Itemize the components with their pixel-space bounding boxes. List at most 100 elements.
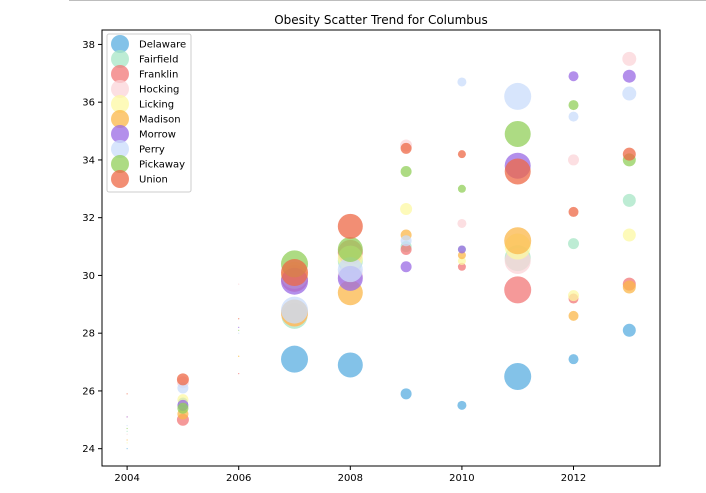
bubble-fairfield-2012 (568, 238, 580, 250)
bubble-hocking-2010 (457, 218, 467, 228)
bubble-hocking-2012 (568, 154, 580, 166)
bubble-franklin-2009 (400, 243, 412, 255)
legend-label-morrow: Morrow (139, 130, 176, 141)
bubble-pickaway-2005 (177, 402, 189, 414)
legend-marker-perry (111, 140, 129, 158)
bubble-pickaway-2004 (126, 427, 128, 430)
y-tick-label: 28 (82, 329, 95, 340)
bubble-madison-2010 (457, 251, 466, 260)
bubble-licking-2010 (457, 256, 466, 265)
bubble-licking-2012 (568, 290, 580, 302)
bubble-pickaway-2008 (337, 236, 363, 262)
bubble-perry-2006 (238, 332, 240, 334)
legend-label-delaware: Delaware (139, 40, 186, 51)
y-tick-label: 30 (82, 271, 95, 282)
bubble-perry-2010 (457, 77, 467, 87)
bubble-delaware-2012 (568, 354, 579, 365)
window-top-border (69, 0, 706, 1)
bubble-hocking-2013 (622, 51, 637, 66)
bubble-morrow-2010 (457, 245, 466, 254)
legend-marker-licking (111, 95, 129, 113)
series-perry (126, 77, 637, 427)
bubble-morrow-2006 (238, 326, 240, 329)
legend-label-perry: Perry (139, 145, 165, 156)
bubble-union-2006 (238, 318, 240, 320)
legend-label-hocking: Hocking (139, 85, 179, 96)
legend-label-madison: Madison (139, 115, 181, 126)
bubble-licking-2004 (126, 442, 128, 444)
bubble-delaware-2009 (400, 388, 412, 400)
bubble-perry-2011 (504, 82, 532, 110)
bubble-hocking-2006 (238, 283, 240, 285)
legend: Delaware Fairfield Franklin Hocking Licking M… (106, 33, 192, 193)
bubble-pickaway-2011 (504, 120, 531, 147)
bubble-madison-2006 (238, 355, 240, 357)
bubble-licking-2013 (622, 228, 636, 242)
bubble-perry-2004 (126, 424, 128, 427)
bubble-morrow-2012 (568, 71, 579, 82)
legend-marker-franklin (111, 65, 129, 83)
x-tick-label: 2012 (561, 473, 586, 484)
bubble-union-2008 (337, 213, 363, 239)
y-tick-label: 24 (82, 444, 95, 455)
bubble-perry-2007 (281, 296, 309, 324)
bubble-fairfield-2013 (622, 193, 636, 207)
bubble-hocking-2004 (126, 433, 128, 435)
legend-label-union: Union (139, 175, 168, 186)
axes: 2004 2006 2008 2010 2012 24 26 28 30 32 34 36 38 (82, 29, 661, 484)
bubble-morrow-2004 (126, 416, 128, 418)
x-tick-label: 2006 (226, 473, 251, 484)
y-tick-label: 26 (82, 386, 95, 397)
legend-marker-hocking (111, 80, 129, 98)
bubble-franklin-2006 (238, 373, 240, 375)
bubble-licking-2009 (400, 203, 413, 216)
bubble-layer (126, 51, 637, 450)
bubble-delaware-2011 (504, 362, 532, 390)
bubble-franklin-2011 (504, 276, 532, 304)
bubble-union-2005 (176, 373, 189, 386)
bubble-perry-2013 (622, 86, 637, 101)
bubble-pickaway-2010 (457, 184, 466, 193)
bubble-delaware-2013 (622, 323, 636, 337)
legend-marker-madison (111, 110, 129, 128)
bubble-delaware-2007 (281, 345, 309, 373)
bubble-delaware-2010 (457, 400, 467, 410)
bubble-perry-2005 (177, 382, 189, 394)
bubble-perry-2009 (400, 235, 412, 247)
bubble-franklin-2010 (457, 262, 466, 271)
plot-area (102, 30, 660, 466)
x-tick-label: 2004 (114, 473, 139, 484)
bubble-union-2013 (622, 147, 636, 161)
series-union (126, 142, 636, 395)
legend-marker-delaware (111, 35, 129, 53)
bubble-union-2004 (126, 393, 128, 395)
bubble-perry-2008 (337, 257, 363, 283)
plot-frame (101, 29, 661, 467)
legend-label-fairfield: Fairfield (139, 55, 178, 66)
bubble-madison-2012 (568, 310, 579, 321)
bubble-pickaway-2006 (238, 329, 240, 331)
bubble-pickaway-2009 (400, 165, 412, 177)
bubble-union-2011 (504, 158, 531, 185)
legend-marker-morrow (111, 125, 129, 143)
bubble-morrow-2013 (622, 69, 636, 83)
bubble-delaware-2004 (126, 448, 128, 450)
y-tick-label: 38 (82, 40, 95, 51)
bubble-madison-2011 (504, 227, 532, 255)
bubble-union-2007 (281, 259, 309, 287)
bubble-morrow-2009 (400, 261, 412, 273)
bubble-fairfield-2004 (126, 430, 128, 432)
legend-marker-union (111, 170, 129, 188)
legend-label-pickaway: Pickaway (139, 160, 185, 171)
bubble-perry-2012 (568, 111, 579, 122)
chart-title: Obesity Scatter Trend for Columbus (274, 13, 488, 27)
bubble-pickaway-2012 (568, 100, 579, 111)
legend-label-franklin: Franklin (139, 70, 178, 81)
bubble-madison-2013 (622, 280, 636, 294)
bubble-union-2010 (457, 150, 466, 159)
y-tick-label: 34 (82, 155, 95, 166)
y-tick-label: 36 (82, 98, 95, 109)
legend-marker-fairfield (111, 50, 129, 68)
legend-marker-pickaway (111, 155, 129, 173)
